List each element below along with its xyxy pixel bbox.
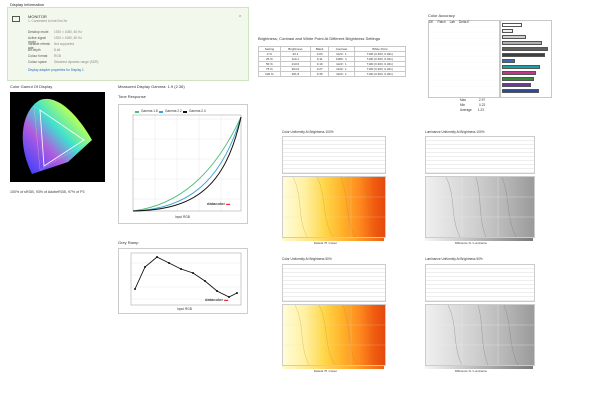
delta-e-bar bbox=[502, 65, 541, 69]
uniformity-color-100-map bbox=[282, 176, 386, 238]
display-info-panel: MONITOR 1. Connected to Intel Iris Xe ⌃ … bbox=[7, 7, 249, 81]
gamma-18-curve bbox=[132, 116, 242, 212]
uniformity-luminance-100-map bbox=[425, 176, 535, 238]
adapter-properties-link[interactable]: Display adapter properties for Display 1 bbox=[28, 68, 84, 72]
gamut-chart bbox=[10, 92, 105, 182]
uniformity-color-50-scale bbox=[282, 366, 384, 369]
info-row: Variable refresh rate Not supported bbox=[28, 42, 75, 50]
legend-gamma-18: Gamma 1.8 bbox=[141, 109, 158, 113]
legend-gamma-22: Gamma 2.2 bbox=[165, 109, 182, 113]
grey-ramp-chart: Input RGB datacolor ▬ bbox=[118, 248, 248, 314]
uniformity-luminance-50-map bbox=[425, 304, 535, 366]
info-row: Desktop mode 1920 × 1080, 60 Hz bbox=[28, 30, 82, 34]
brightness-table: Setting Brightness Black Contrast White Poin… bbox=[258, 46, 407, 77]
grey-ramp-title: Grey Ramp bbox=[118, 240, 139, 245]
gamut-area bbox=[22, 98, 92, 174]
delta-e-bar bbox=[502, 47, 548, 51]
contour-lines bbox=[283, 176, 385, 238]
delta-e-bar bbox=[502, 35, 526, 39]
gamma-xlabel: Input RGB bbox=[175, 215, 190, 219]
brightness-table-title: Brightness, Contrast and White Point At … bbox=[258, 36, 380, 41]
gamma-22-curve bbox=[132, 116, 242, 212]
color-accuracy-panel: DE Patch Lab Delta E Max 2.97 Min 0.22 Aver… bbox=[428, 20, 552, 112]
info-row: Colour space Standard dynamic range (SDR) bbox=[28, 60, 99, 64]
delta-e-bar bbox=[502, 77, 535, 81]
info-row: Bit depth 8-bit bbox=[28, 48, 61, 52]
uniformity-color-100-footer: Delta E 76 / colour bbox=[314, 241, 338, 245]
uniformity-color-50-table bbox=[282, 264, 386, 302]
delta-e-bar bbox=[502, 29, 514, 33]
display-info-title: Display information bbox=[10, 2, 45, 7]
grey-ramp-xlabel: Input RGB bbox=[177, 307, 192, 311]
delta-e-bar bbox=[502, 53, 545, 57]
grey-ramp-svg bbox=[130, 252, 242, 306]
delta-e-bar bbox=[502, 83, 532, 87]
table-row: 0 % 33.1 0.03 1120 : 1 7100 (0.303, 0.321) bbox=[258, 51, 407, 57]
uniformity-luminance-100-footer: Difference % / Luminance bbox=[455, 241, 487, 245]
datacolor-logo: datacolor ▬ bbox=[207, 201, 231, 206]
tone-response-chart: Gamma 1.8 Gamma 2.2 Gamma 2.4 Input RGB … bbox=[118, 104, 248, 224]
accuracy-header: DE Patch Lab Delta E bbox=[429, 20, 470, 24]
legend-gamma-24: Gamma 2.4 bbox=[189, 109, 206, 113]
contour-lines bbox=[283, 304, 385, 366]
summary-min: Min 0.22 bbox=[460, 103, 486, 107]
delta-e-bar bbox=[502, 59, 515, 63]
uniformity-luminance-100-table bbox=[425, 136, 535, 174]
info-row: Colour format RGB bbox=[28, 54, 61, 58]
uniformity-color-100-table bbox=[282, 136, 386, 174]
gamut-triangle bbox=[39, 109, 85, 167]
delta-e-bar bbox=[502, 89, 539, 93]
summary-average: Average 1.23 bbox=[460, 108, 484, 112]
info-row: Active signal mode 1920 × 1080, 60 Hz bbox=[28, 36, 82, 44]
delta-e-bar bbox=[502, 71, 536, 75]
monitor-icon bbox=[12, 16, 20, 22]
color-accuracy-table bbox=[428, 20, 500, 98]
gamut-title: Color Gamut Of Display bbox=[10, 84, 53, 89]
tone-response-title: Tone Response bbox=[118, 94, 146, 99]
gamut-svg bbox=[22, 98, 92, 174]
gamma-title: Measured Display Gamma: 1.9 (2.36) bbox=[118, 84, 185, 89]
datacolor-logo: datacolor ▬ bbox=[205, 297, 229, 302]
uniformity-luminance-100-title: Luminance Uniformity At Brightness 100% bbox=[425, 130, 485, 134]
uniformity-luminance-50-title: Luminance Uniformity At Brightness 50% bbox=[425, 257, 483, 261]
uniformity-luminance-50-table bbox=[425, 264, 535, 302]
contour-lines bbox=[426, 304, 534, 366]
grey-ramp-line bbox=[134, 256, 238, 298]
color-accuracy-title: Color Accuracy bbox=[428, 13, 455, 18]
monitor-sub: 1. Connected to Intel Iris Xe bbox=[28, 19, 68, 23]
uniformity-color-100-scale bbox=[282, 238, 384, 241]
uniformity-luminance-50-scale bbox=[425, 366, 533, 369]
tone-response-svg bbox=[132, 111, 242, 212]
delta-e-bar bbox=[502, 41, 542, 45]
delta-e-chart bbox=[500, 20, 552, 98]
gamut-caption: 100% of sRGB, 93% of AdobeRGB, 97% of P3 bbox=[10, 190, 85, 194]
chevron-up-icon[interactable]: ⌃ bbox=[238, 15, 243, 21]
monitor-name: MONITOR bbox=[28, 14, 47, 19]
contour-lines bbox=[426, 176, 534, 238]
uniformity-luminance-50-footer: Difference % / Luminance bbox=[455, 369, 487, 373]
uniformity-color-50-title: Color Uniformity At Brightness 50% bbox=[282, 257, 332, 261]
gamut-reference-triangle bbox=[33, 105, 89, 171]
delta-e-bar bbox=[502, 23, 523, 27]
summary-max: Max 2.97 bbox=[460, 98, 486, 102]
uniformity-color-50-footer: Delta E 76 / colour bbox=[314, 369, 338, 373]
uniformity-luminance-100-scale bbox=[425, 238, 533, 241]
uniformity-color-100-title: Color Uniformity At Brightness 100% bbox=[282, 130, 334, 134]
table-row: 100 % 391.8 0.35 1120 : 1 7100 (0.303, 0.321… bbox=[258, 71, 407, 77]
uniformity-color-50-map bbox=[282, 304, 386, 366]
gamma-24-curve bbox=[132, 116, 242, 212]
